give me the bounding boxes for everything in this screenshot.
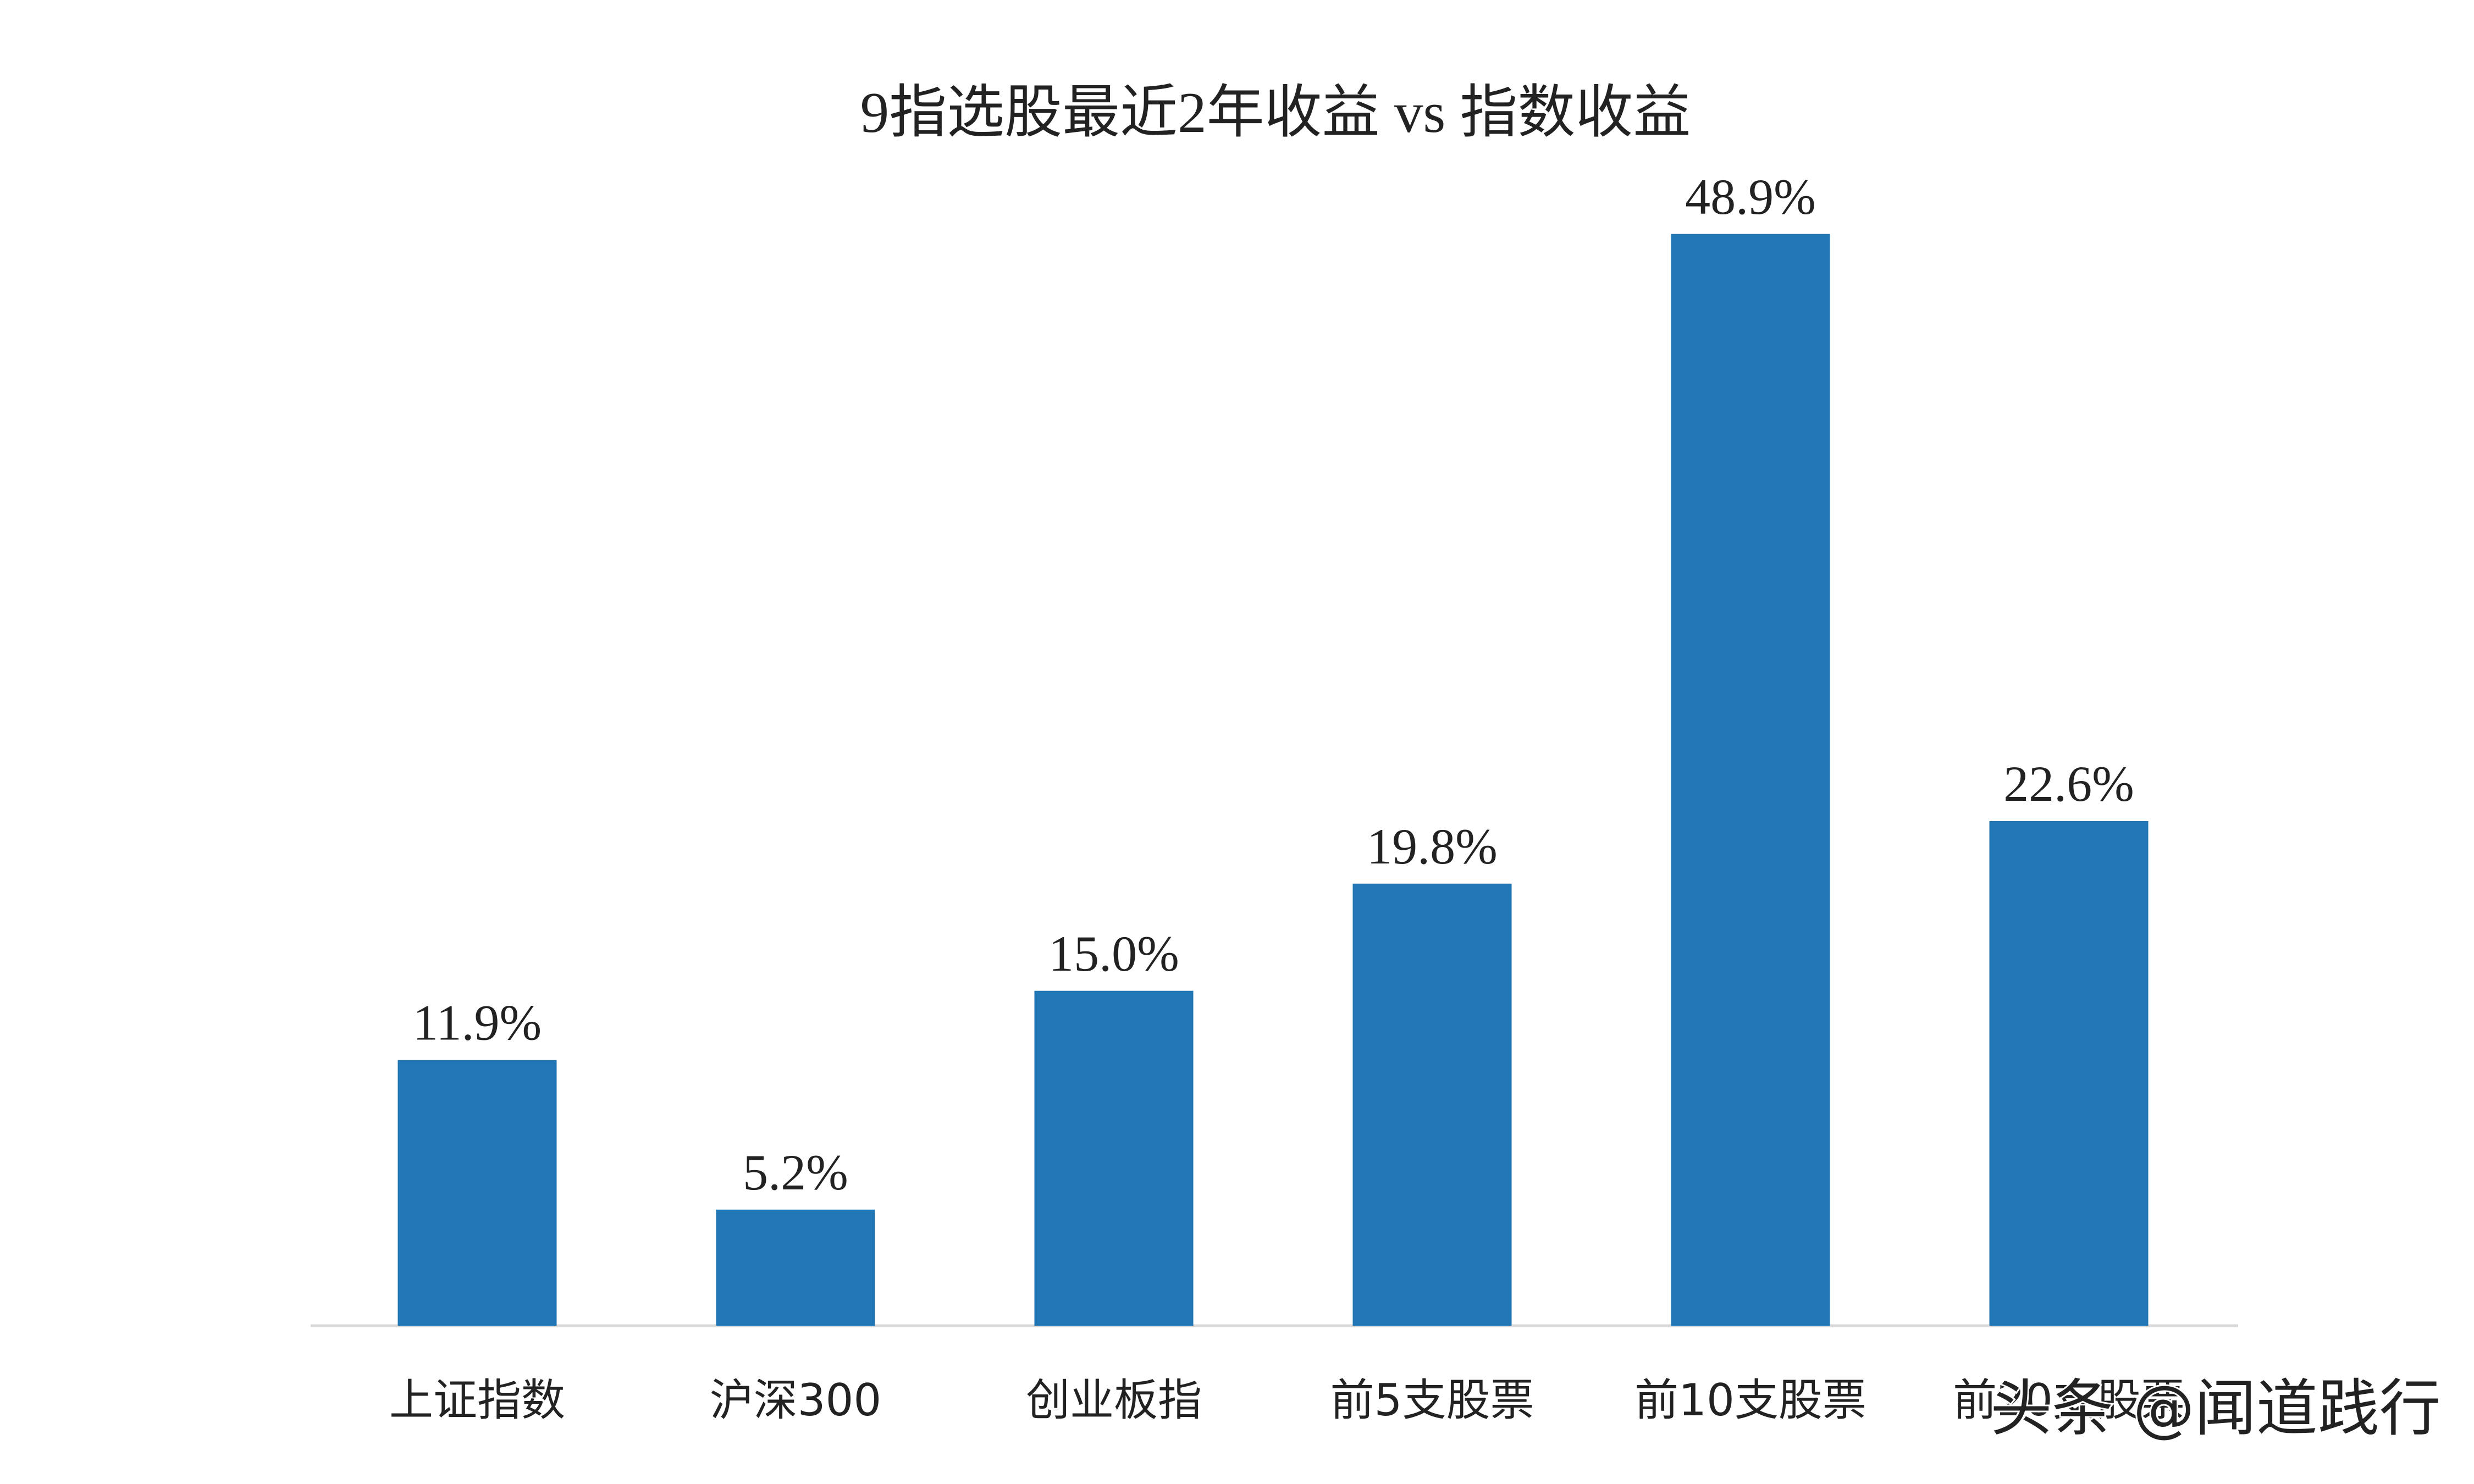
x-tick-label: 沪深300	[710, 1375, 882, 1426]
x-tick-label: 前10支股票	[1634, 1375, 1866, 1426]
bar	[1034, 990, 1194, 1326]
bar	[1671, 234, 1830, 1326]
value-label: 22.6%	[2003, 756, 2134, 812]
watermark: 头条 @闻道践行	[1990, 1373, 2441, 1444]
value-label: 48.9%	[1685, 169, 1816, 225]
bar	[397, 1060, 557, 1326]
value-label: 15.0%	[1048, 926, 1179, 982]
bar	[716, 1209, 875, 1326]
x-tick-label: 前20支股票	[1953, 1375, 2185, 1426]
x-tick-label: 上证指数	[389, 1375, 565, 1426]
x-tick-label: 创业板指	[1026, 1375, 1202, 1426]
bar	[1352, 883, 1512, 1326]
bar	[1989, 821, 2149, 1326]
chart-title: 9指选股最近2年收益 vs 指数收益	[860, 80, 1691, 145]
value-label: 11.9%	[413, 995, 542, 1051]
value-label: 19.8%	[1367, 818, 1498, 874]
x-tick-label: 前5支股票	[1330, 1375, 1534, 1426]
value-label: 5.2%	[743, 1144, 848, 1200]
